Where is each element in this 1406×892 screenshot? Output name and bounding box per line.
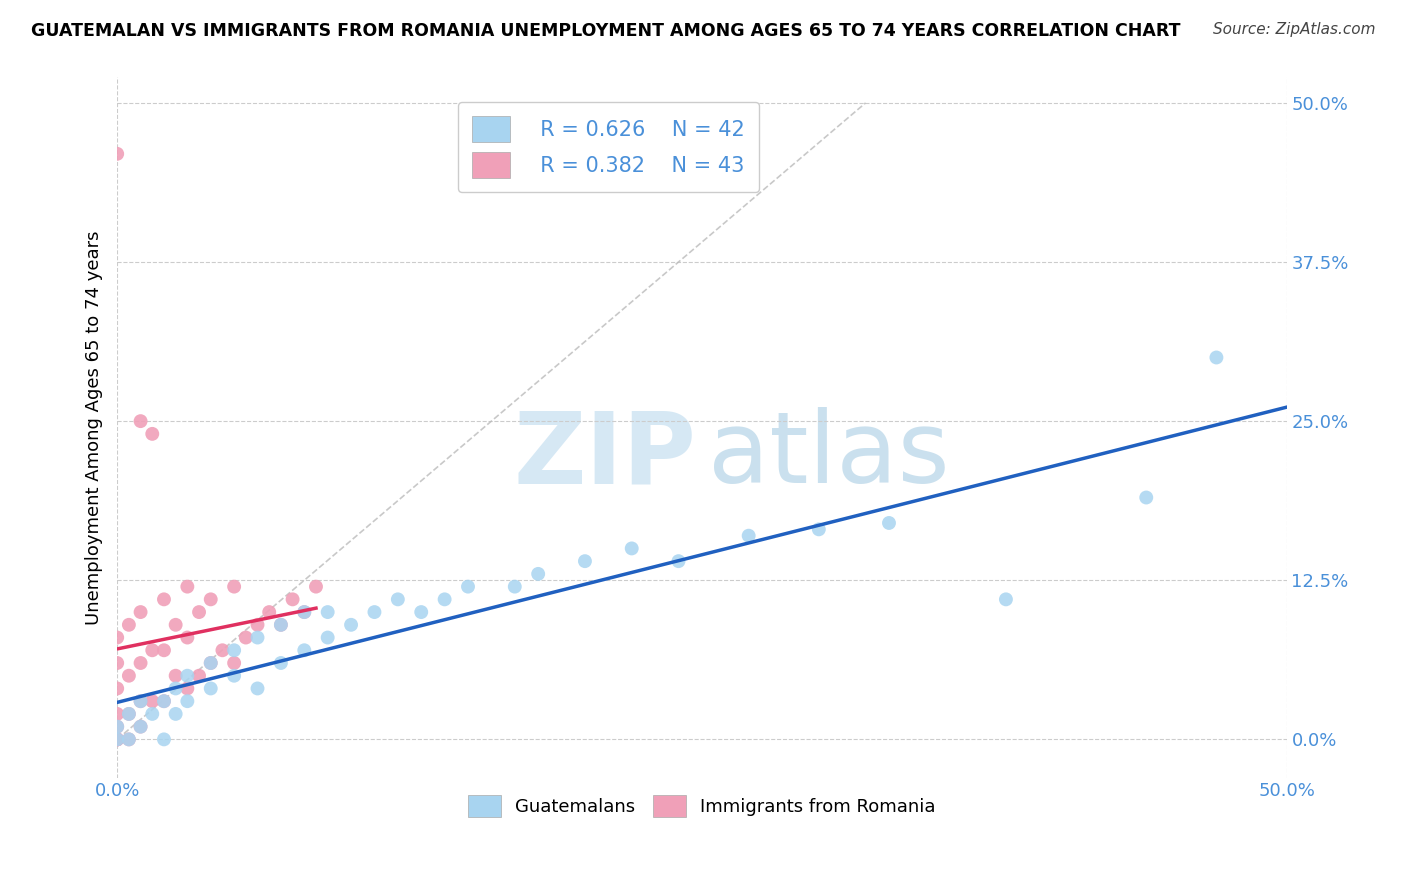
Point (153, 694, 176, 708)
Point (165, 669, 187, 683)
Point (129, 605, 152, 619)
Point (105, 631, 128, 645)
Point (176, 631, 198, 645)
Point (246, 617, 269, 632)
Point (129, 694, 152, 708)
Point (118, 617, 141, 632)
Y-axis label: Unemployment Among Ages 65 to 74 years: Unemployment Among Ages 65 to 74 years (86, 230, 103, 624)
Point (281, 592, 304, 607)
Point (141, 643, 163, 657)
Point (994, 592, 1017, 607)
Point (105, 720, 128, 734)
Text: Source: ZipAtlas.com: Source: ZipAtlas.com (1212, 22, 1375, 37)
Point (118, 732, 141, 747)
Point (176, 694, 198, 708)
Point (118, 706, 141, 721)
Point (105, 706, 128, 721)
Point (316, 605, 339, 619)
Point (153, 643, 176, 657)
Point (270, 617, 292, 632)
Point (165, 617, 187, 632)
Point (176, 681, 198, 696)
Point (105, 656, 128, 670)
Point (141, 706, 163, 721)
Point (305, 580, 328, 594)
Point (363, 605, 385, 619)
Point (105, 732, 128, 747)
Point (129, 720, 152, 734)
Point (411, 605, 433, 619)
Point (1205, 351, 1227, 365)
Point (129, 656, 152, 670)
Point (105, 732, 128, 747)
Point (433, 592, 456, 607)
Text: ZIP: ZIP (513, 407, 696, 504)
Point (129, 720, 152, 734)
Point (153, 592, 176, 607)
Point (737, 529, 759, 543)
Point (141, 426, 163, 441)
Point (224, 643, 246, 657)
Point (200, 592, 222, 607)
Text: atlas: atlas (707, 407, 949, 504)
Point (105, 146, 128, 161)
Point (165, 681, 187, 696)
Point (527, 566, 550, 581)
Point (246, 681, 269, 696)
Point (105, 732, 128, 747)
Point (105, 681, 128, 696)
Point (105, 732, 128, 747)
Point (153, 732, 176, 747)
Point (457, 580, 479, 594)
Point (877, 516, 900, 530)
Point (224, 656, 246, 670)
Point (188, 669, 211, 683)
Point (129, 414, 152, 428)
Point (105, 720, 128, 734)
Point (574, 554, 596, 568)
Point (224, 669, 246, 683)
Text: GUATEMALAN VS IMMIGRANTS FROM ROMANIA UNEMPLOYMENT AMONG AGES 65 TO 74 YEARS COR: GUATEMALAN VS IMMIGRANTS FROM ROMANIA UN… (31, 22, 1181, 40)
Point (270, 656, 292, 670)
Point (620, 541, 643, 556)
Point (1135, 491, 1157, 505)
Point (503, 580, 526, 594)
Point (340, 617, 363, 632)
Point (257, 605, 280, 619)
Point (141, 694, 163, 708)
Point (316, 631, 339, 645)
Point (118, 732, 141, 747)
Point (200, 656, 222, 670)
Point (387, 592, 409, 607)
Point (270, 617, 292, 632)
Point (176, 580, 198, 594)
Legend: Guatemalans, Immigrants from Romania: Guatemalans, Immigrants from Romania (461, 788, 943, 824)
Point (246, 631, 269, 645)
Point (668, 554, 690, 568)
Point (153, 694, 176, 708)
Point (129, 694, 152, 708)
Point (200, 656, 222, 670)
Point (165, 706, 187, 721)
Point (118, 669, 141, 683)
Point (235, 631, 257, 645)
Point (188, 605, 211, 619)
Point (176, 669, 198, 683)
Point (292, 605, 315, 619)
Point (118, 706, 141, 721)
Point (224, 580, 246, 594)
Point (211, 643, 233, 657)
Point (292, 605, 315, 619)
Point (200, 681, 222, 696)
Point (807, 522, 830, 536)
Point (292, 643, 315, 657)
